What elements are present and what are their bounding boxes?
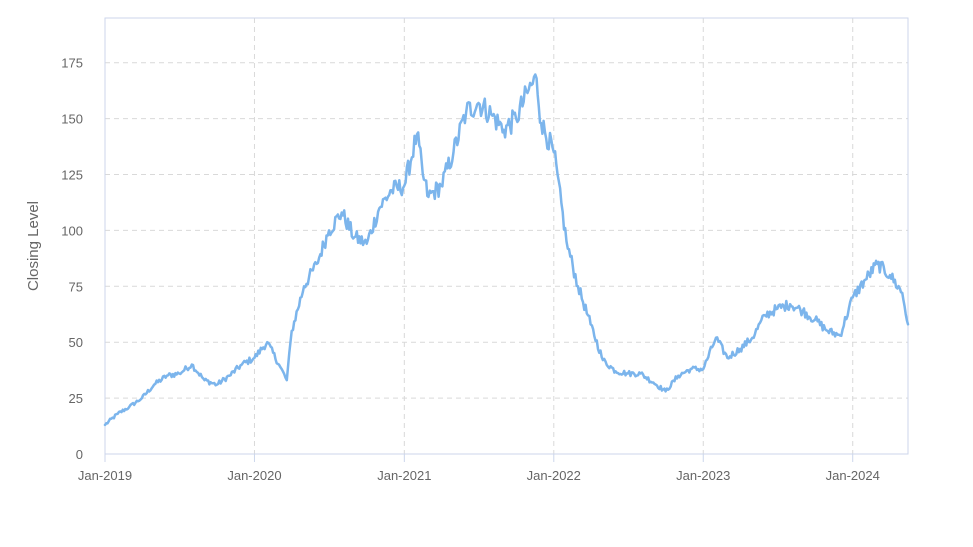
x-tick-label: Jan-2024 (826, 468, 880, 483)
series-line (103, 73, 910, 427)
y-tick-label: 100 (61, 223, 83, 238)
grid-lines (105, 18, 908, 454)
x-tick-label: Jan-2023 (676, 468, 730, 483)
y-tick-label: 150 (61, 112, 83, 127)
x-tick-label: Jan-2019 (78, 468, 132, 483)
y-tick-label: 25 (69, 391, 83, 406)
y-tick-label: 0 (76, 447, 83, 462)
x-tick-label: Jan-2021 (377, 468, 431, 483)
y-tick-label: 125 (61, 168, 83, 183)
y-axis-title: Closing Level (25, 201, 42, 291)
y-tick-label: 50 (69, 335, 83, 350)
x-tick-label: Jan-2022 (527, 468, 581, 483)
y-axis-ticks: 0 25 50 75 100 125 150 175 (61, 56, 83, 462)
x-axis-ticks: Jan-2019 Jan-2020 Jan-2021 Jan-2022 Jan-2023… (78, 454, 880, 483)
y-tick-label: 175 (61, 56, 83, 71)
x-tick-label: Jan-2020 (227, 468, 281, 483)
plot-frame (104, 17, 909, 455)
series-layer (103, 73, 910, 427)
plot-border (104, 17, 909, 455)
y-tick-label: 75 (69, 279, 83, 294)
